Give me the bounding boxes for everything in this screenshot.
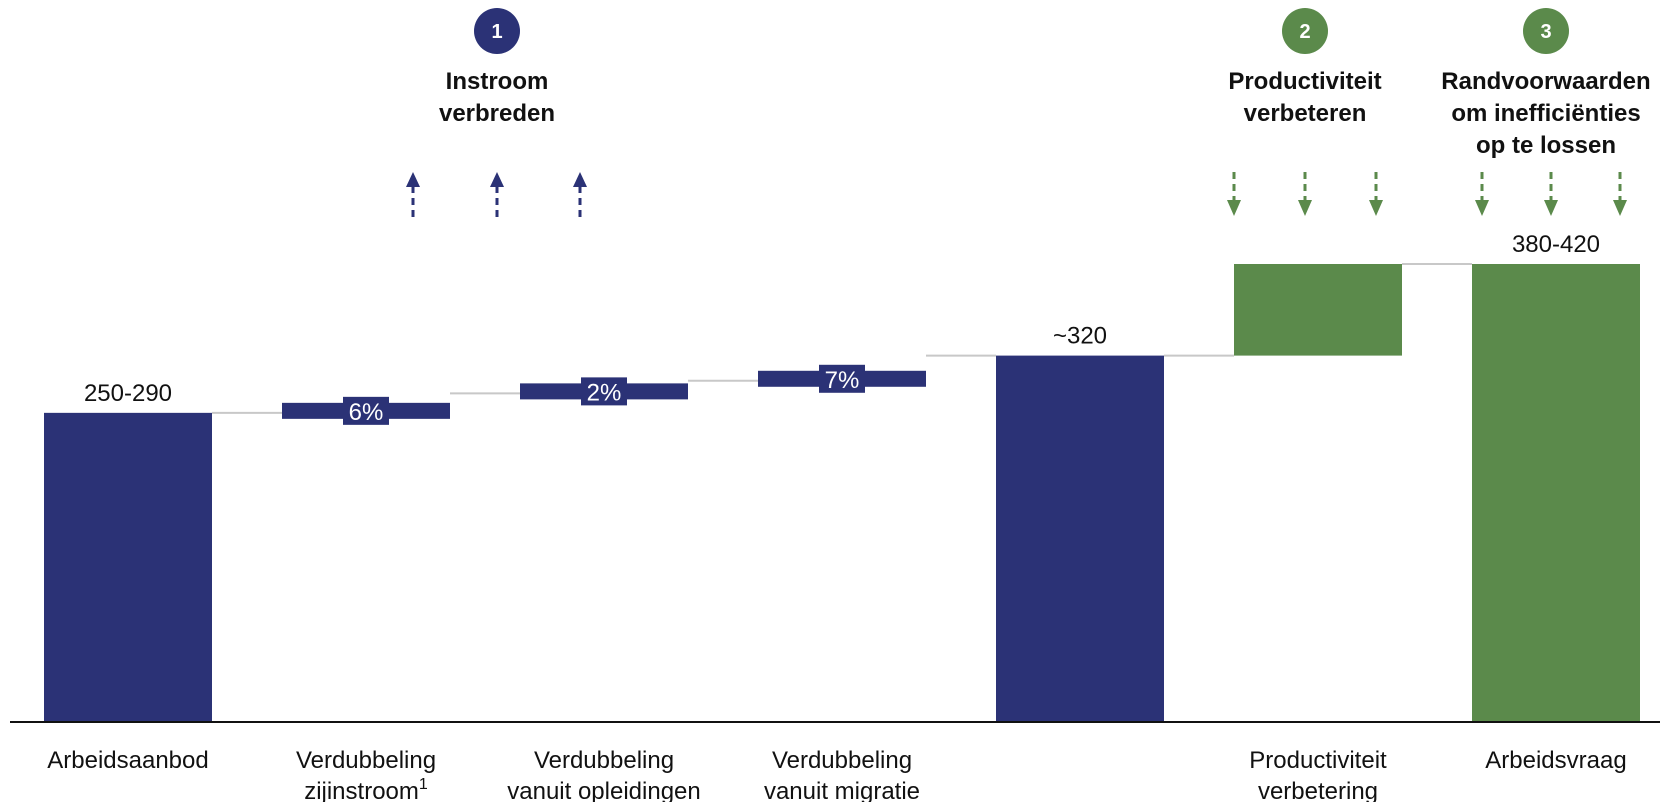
- group-title: om inefficiënties: [1451, 100, 1640, 127]
- group-title: Randvoorwaarden: [1441, 68, 1650, 95]
- arrow-up-icon: [573, 172, 587, 187]
- x-tick-label: Arbeidsaanbod: [47, 747, 208, 774]
- lever-groups: 1 Instroom verbreden 2 Productiviteit verbete…: [406, 8, 1651, 217]
- arrow-up-icon: [406, 172, 420, 187]
- x-tick-label: Verdubbeling: [772, 747, 912, 774]
- x-axis: Arbeidsaanbod Verdubbelingzijinstroom1Ver…: [10, 721, 1660, 802]
- pct-label-box: [343, 396, 389, 425]
- arrow-down-icon: [1613, 200, 1627, 216]
- bar-value-label: 380-420: [1512, 231, 1600, 258]
- group-number: 3: [1540, 21, 1551, 43]
- bar-delta-label: 7%: [825, 367, 860, 394]
- group-title: verbeteren: [1244, 100, 1367, 127]
- pct-label-box: [819, 364, 865, 393]
- pct-label-box: [581, 377, 627, 406]
- group-number-badge: [1282, 8, 1328, 54]
- group-title: verbreden: [439, 100, 555, 127]
- x-tick-label: vanuit opleidingen: [507, 778, 701, 802]
- group-number: 1: [491, 21, 502, 43]
- x-tick-label: Verdubbeling: [296, 747, 436, 774]
- bar-delta-label: 2%: [587, 379, 622, 406]
- bars: [44, 264, 1640, 722]
- connector-lines: [212, 263, 1472, 414]
- bar-value-label: 250-290: [84, 380, 172, 407]
- x-tick-label: zijinstroom1: [304, 776, 428, 802]
- bar-delta-label: 6%: [349, 399, 384, 426]
- bar-value-label: ~320: [1053, 323, 1107, 350]
- group-title: op te lossen: [1476, 132, 1616, 159]
- group-title: Instroom: [446, 68, 549, 95]
- group-number-badge: [1523, 8, 1569, 54]
- arrow-down-icon: [1227, 200, 1241, 216]
- arrow-down-icon: [1298, 200, 1312, 216]
- bar-7: [1472, 264, 1640, 722]
- x-tick-label: verbetering: [1258, 778, 1378, 802]
- bar-1: [44, 412, 212, 722]
- x-tick-label: Arbeidsvraag: [1485, 747, 1626, 774]
- x-tick-label: vanuit migratie: [764, 778, 920, 802]
- arrow-down-icon: [1369, 200, 1383, 216]
- arrow-down-icon: [1475, 200, 1489, 216]
- bar-5: [996, 355, 1164, 722]
- group-title: Productiviteit: [1228, 68, 1381, 95]
- value-labels: 250-290 6% 2% 7% ~320 380-420: [84, 231, 1600, 426]
- bar-6: [1234, 264, 1402, 356]
- group-number-badge: [474, 8, 520, 54]
- footnote-marker: 1: [419, 776, 428, 793]
- arrow-up-icon: [490, 172, 504, 187]
- x-tick-label: Productiviteit: [1249, 747, 1387, 774]
- x-tick-label: Verdubbeling: [534, 747, 674, 774]
- arrow-down-icon: [1544, 200, 1558, 216]
- group-number: 2: [1299, 21, 1310, 43]
